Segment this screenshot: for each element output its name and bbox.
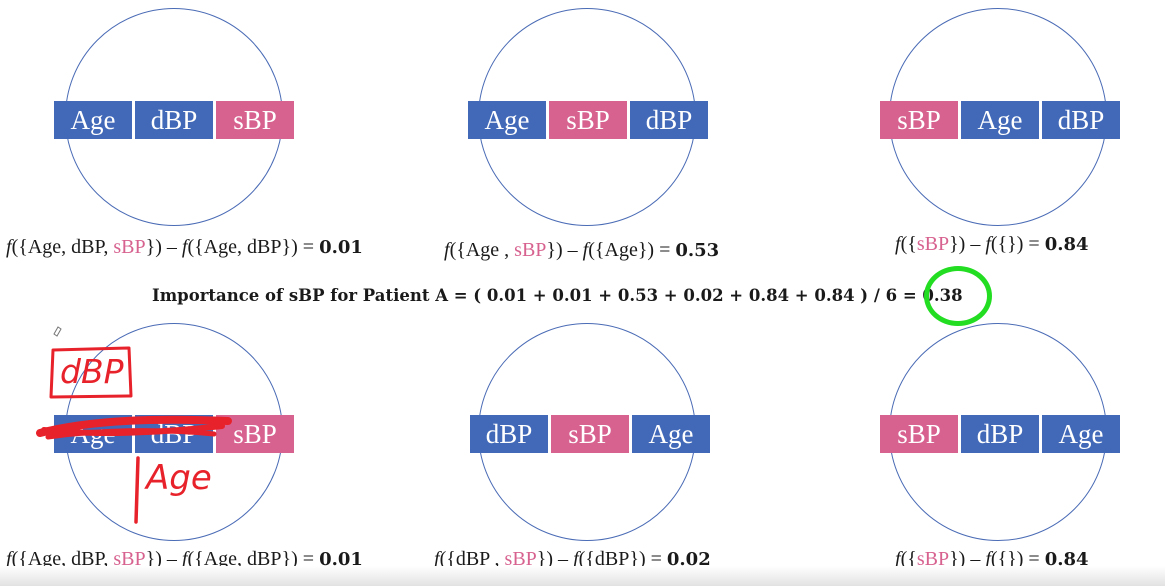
importance-equation: Importance of sBP for Patient A = ( 0.01… [152,286,963,305]
feature-box: sBP [880,101,958,139]
feature-box: dBP [630,101,708,139]
pen-cursor-icon [53,326,62,337]
strike-scribble [45,428,217,440]
bottom-shade [0,566,1165,586]
panel-2-formula: f({Age , sBP}) – f({Age}) = 0.53 [444,239,720,261]
annotation-box [49,346,133,399]
panel-4-formula: f({Age, dBP, sBP}) – f({Age, dBP}) = 0.0… [6,548,363,570]
panel-3-boxes: sBP Age dBP [880,101,1120,139]
panel-5-formula: f({dBP , sBP}) – f({dBP}) = 0.02 [434,548,711,570]
result-highlight-circle [924,266,992,326]
panel-6-formula: f({sBP}) – f({}) = 0.84 [895,548,1089,570]
feature-box: dBP [135,101,213,139]
feature-box: dBP [1042,101,1120,139]
feature-box: dBP [470,415,548,453]
feature-box: sBP [549,101,627,139]
feature-box: sBP [551,415,629,453]
feature-box: Age [632,415,710,453]
feature-box: sBP [216,101,294,139]
feature-box: Age [54,101,132,139]
feature-box: Age [1042,415,1120,453]
panel-1-boxes: Age dBP sBP [54,101,294,139]
panel-3-formula: f({sBP}) – f({}) = 0.84 [895,233,1089,255]
panel-5-boxes: dBP sBP Age [470,415,710,453]
feature-box: dBP [961,415,1039,453]
panel-6-boxes: sBP dBP Age [880,415,1120,453]
feature-box: Age [961,101,1039,139]
panel-1-formula: f({Age, dBP, sBP}) – f({Age, dBP}) = 0.0… [6,236,363,258]
annotation-below-label: Age [146,458,212,498]
annotation-box-label: dBP [60,352,124,391]
panel-2-boxes: Age sBP dBP [468,101,708,139]
annotation-bar [134,456,140,524]
feature-box: sBP [880,415,958,453]
feature-box: Age [468,101,546,139]
